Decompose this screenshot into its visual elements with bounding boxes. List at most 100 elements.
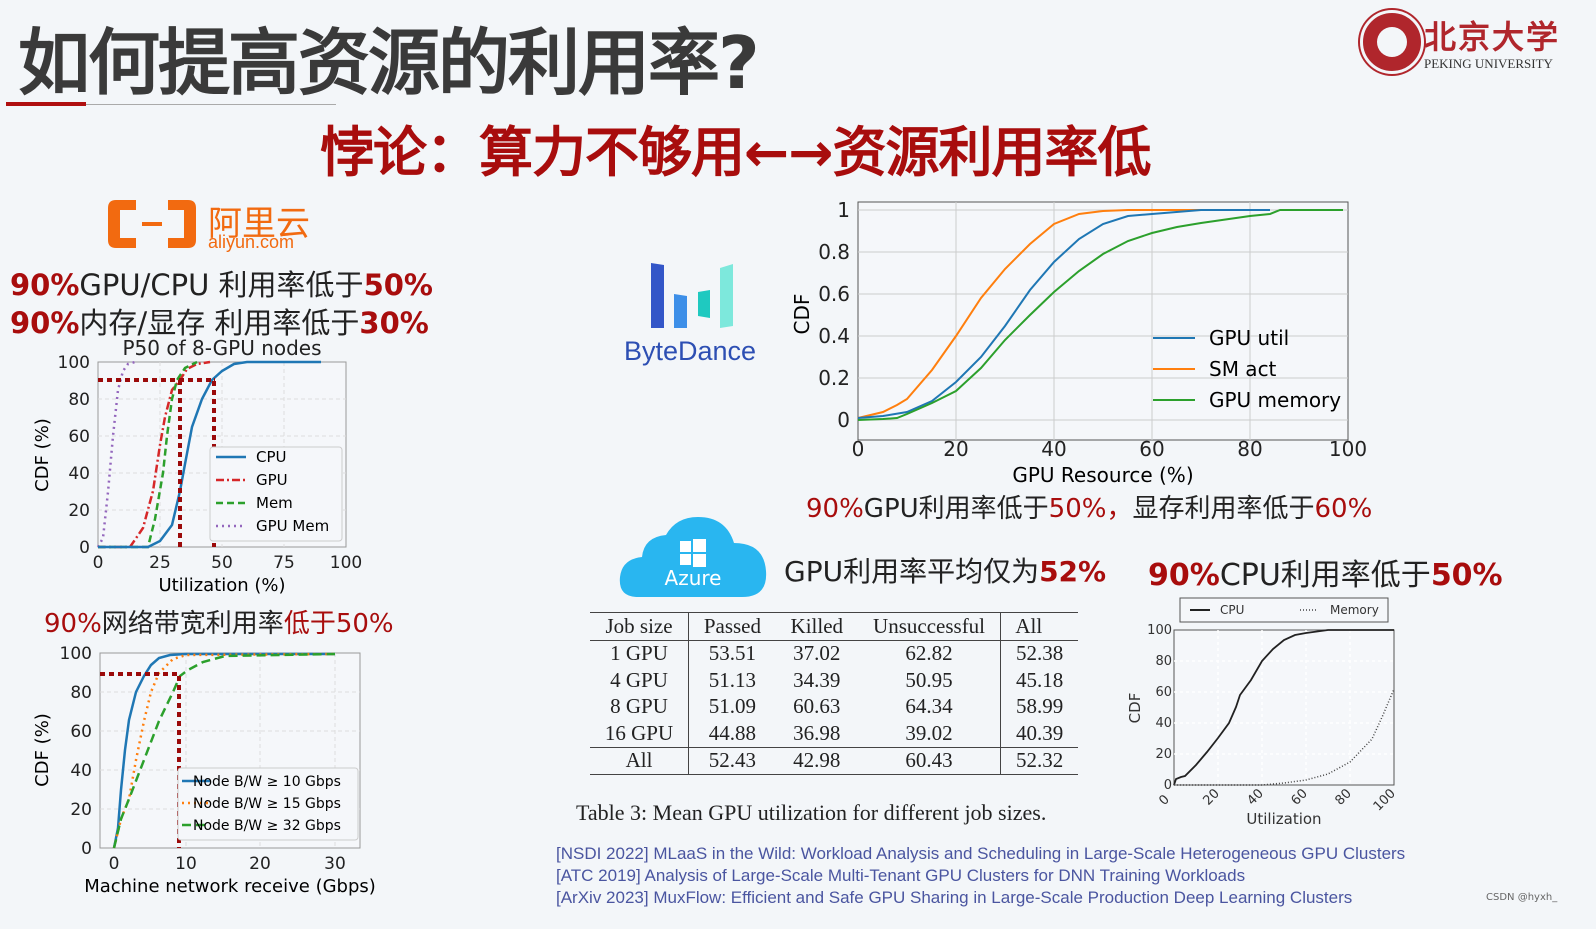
- stat-value: 50%: [1430, 558, 1503, 593]
- legend-sm-act: SM act: [1209, 357, 1277, 381]
- legend-gpu-memory: GPU memory: [1209, 388, 1341, 412]
- stat-label: CPU利用率低于: [1219, 558, 1431, 593]
- bytedance-stat: 90%GPU利用率低于50%，显存利用率低于60%: [806, 494, 1373, 524]
- reference-atc-2019[interactable]: [ATC 2019] Analysis of Large-Scale Multi…: [556, 866, 1246, 885]
- stat-label: 内存/显存 利用率低于: [79, 306, 360, 340]
- svg-text:20: 20: [68, 501, 90, 521]
- svg-text:0: 0: [852, 437, 865, 461]
- svg-text:100: 100: [60, 644, 92, 664]
- svg-text:100: 100: [1147, 623, 1172, 638]
- col-unsuccessful: Unsuccessful: [873, 613, 986, 638]
- azure-logo-text: Azure: [665, 566, 722, 590]
- svg-text:100: 100: [58, 353, 90, 373]
- stat-label: GPU利用率低于: [863, 494, 1049, 524]
- aliyun-logo-cn: 阿里云: [208, 204, 310, 244]
- page-title: 如何提高资源的利用率?: [18, 21, 760, 105]
- svg-text:0: 0: [1164, 778, 1172, 793]
- pku-logo-cn: 北京大学: [1424, 18, 1561, 56]
- svg-text:0: 0: [79, 538, 90, 558]
- svg-text:100: 100: [1371, 786, 1399, 814]
- table-row: 1 GPU 53.51 37.02 62.82 52.38: [590, 640, 1078, 667]
- svg-text:40: 40: [1245, 786, 1267, 808]
- table-total-row: All 52.43 42.98 60.43 52.32: [590, 747, 1078, 775]
- chart-bytedance-gpu-resource: GPU util SM act GPU memory 0 0.2 0.4 0.6…: [790, 198, 1367, 487]
- stat-label: 网络带宽利用率: [101, 609, 284, 639]
- bytedance-logo-icon: [651, 263, 733, 328]
- plot-area: GPU util SM act GPU memory: [857, 201, 1349, 441]
- svg-text:0: 0: [81, 839, 92, 859]
- watermark: CSDN @hyxh_: [1486, 892, 1558, 903]
- svg-text:0.2: 0.2: [818, 366, 850, 390]
- aliyun-logo-en: aliyun.com: [208, 232, 295, 252]
- table-row: 8 GPU 51.09 60.63 64.34 58.99: [590, 693, 1078, 720]
- svg-text:25: 25: [149, 553, 171, 573]
- table-header-row: Job size Passed Killed Unsuccessful All: [590, 612, 1078, 640]
- y-axis-label: CDF (%): [32, 713, 53, 787]
- aliyun-logo-icon: [108, 200, 196, 248]
- y-axis-label: CDF: [790, 294, 814, 335]
- svg-text:60: 60: [1289, 786, 1311, 808]
- azure-stat-gpu: GPU利用率平均仅为52%: [784, 550, 1106, 590]
- legend-10gbps: Node B/W ≥ 10 Gbps: [193, 774, 341, 790]
- title-underline: [86, 104, 336, 105]
- legend-15gbps: Node B/W ≥ 15 Gbps: [193, 796, 341, 812]
- y-axis-ticks: 0 0.2 0.4 0.6 0.8 1: [818, 198, 850, 432]
- x-axis-label: Utilization: [1246, 810, 1321, 828]
- legend-cpu: CPU: [1220, 603, 1244, 617]
- svg-text:20: 20: [943, 437, 968, 461]
- legend-gpu-util: GPU util: [1209, 326, 1289, 350]
- stat-value: 30%: [359, 306, 429, 340]
- azure-stat-cpu: 90%CPU利用率低于50%: [1148, 550, 1503, 594]
- svg-text:60: 60: [68, 427, 90, 447]
- svg-text:80: 80: [70, 683, 92, 703]
- y-axis-label: CDF (%): [32, 418, 53, 492]
- svg-text:80: 80: [1333, 786, 1355, 808]
- plot-area: Node B/W ≥ 10 Gbps Node B/W ≥ 15 Gbps No…: [99, 652, 361, 849]
- stat-value: 低于50%: [283, 609, 394, 639]
- svg-text:0: 0: [837, 408, 850, 432]
- stat-value: 60%: [1314, 494, 1373, 524]
- col-job-size: Job size: [605, 613, 673, 638]
- svg-text:60: 60: [1155, 685, 1172, 700]
- stat-value: 90%: [1148, 558, 1220, 593]
- svg-text:40: 40: [1155, 716, 1172, 731]
- plot-area: [1173, 629, 1395, 786]
- y-axis-ticks: 0 20 40 60 80 100: [1147, 623, 1172, 793]
- col-all: All: [1000, 612, 1078, 640]
- x-axis-ticks: 0 25 50 75 100: [93, 553, 363, 573]
- subtitle: 悖论：算力不够用←→资源利用率低: [320, 121, 1151, 184]
- stat-value: 90%: [10, 306, 80, 340]
- reference-arxiv-2023[interactable]: [ArXiv 2023] MuxFlow: Efficient and Safe…: [556, 888, 1353, 907]
- chart-aliyun-p50: P50 of 8-GPU nodes CPU GPU Mem GPU Mem: [32, 336, 363, 596]
- stat-value: 90%: [44, 609, 102, 639]
- x-axis-label: Machine network receive (Gbps): [84, 876, 376, 897]
- stat-label: GPU利用率平均仅为: [784, 555, 1040, 588]
- reference-nsdi-2022[interactable]: [NSDI 2022] MLaaS in the Wild: Workload …: [556, 844, 1406, 863]
- legend-gpu: GPU: [256, 471, 288, 489]
- table-row: 4 GPU 51.13 34.39 50.95 45.18: [590, 667, 1078, 694]
- gpu-utilization-table: Job size Passed Killed Unsuccessful All …: [590, 612, 1078, 775]
- bytedance-logo-text: ByteDance: [624, 336, 757, 366]
- azure-logo-icon: Azure: [619, 517, 767, 597]
- col-killed: Killed: [790, 613, 844, 638]
- svg-text:0: 0: [109, 854, 120, 874]
- x-axis-label: GPU Resource (%): [1012, 463, 1193, 487]
- aliyun-stat-network: 90%网络带宽利用率低于50%: [44, 603, 394, 640]
- legend: CPU Memory: [1179, 597, 1389, 623]
- svg-text:40: 40: [1041, 437, 1066, 461]
- svg-text:0: 0: [93, 553, 104, 573]
- y-axis-ticks: 0 20 40 60 80 100: [60, 644, 92, 859]
- svg-text:60: 60: [70, 722, 92, 742]
- stat-value: 50%: [363, 268, 433, 302]
- y-axis-label: CDF: [1126, 693, 1144, 724]
- svg-text:20: 20: [1201, 786, 1223, 808]
- svg-text:20: 20: [1155, 747, 1172, 762]
- chart-azure-cpu-memory: CPU Memory 0 20 40 60 80 100 0 20 40 60 …: [1126, 597, 1399, 828]
- plot-area: CPU GPU Mem GPU Mem: [96, 360, 347, 549]
- svg-text:40: 40: [68, 464, 90, 484]
- svg-text:50: 50: [211, 553, 233, 573]
- stat-label: 显存利用率低于: [1132, 494, 1315, 524]
- svg-text:0.8: 0.8: [818, 240, 850, 264]
- x-axis-label: Utilization (%): [158, 575, 285, 596]
- legend-mem: Mem: [256, 494, 293, 512]
